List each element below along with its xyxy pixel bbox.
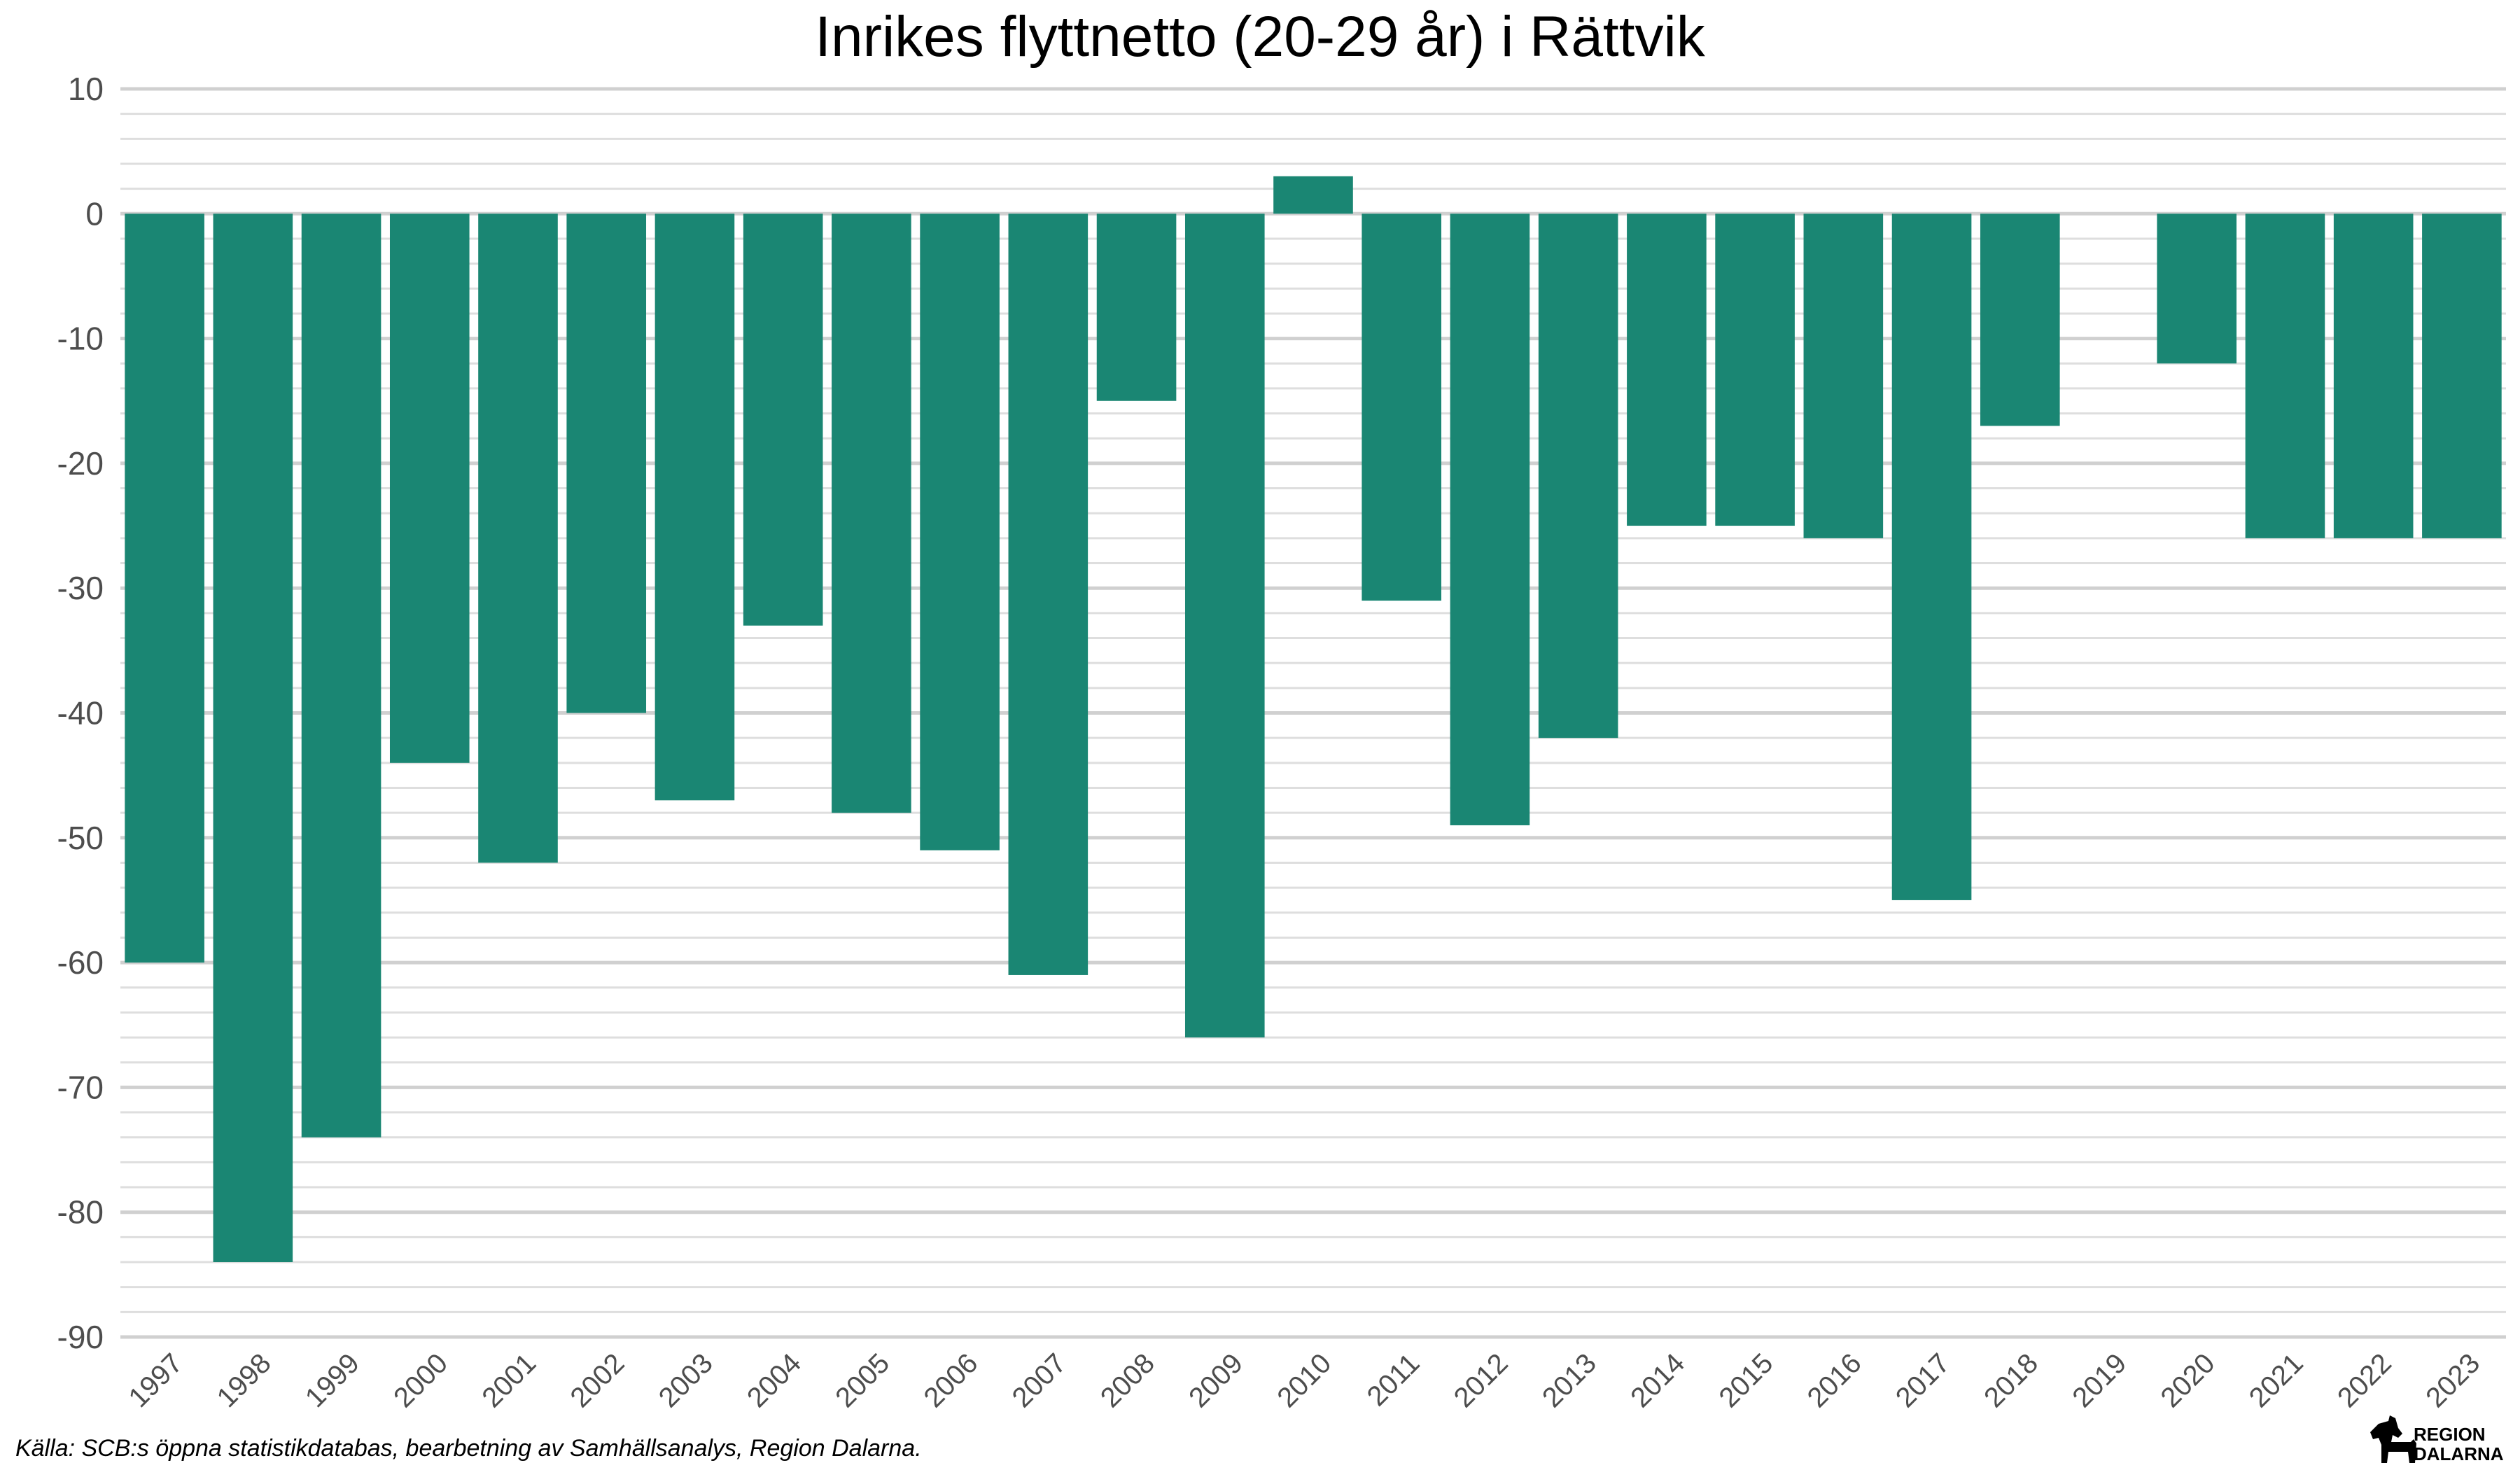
x-tick-label: 2020	[2155, 1348, 2221, 1413]
y-tick-label: -90	[57, 1319, 104, 1355]
bar-2008	[1096, 214, 1177, 401]
source-caption: Källa: SCB:s öppna statistikdatabas, bea…	[15, 1435, 922, 1462]
x-tick-label: 2010	[1271, 1348, 1337, 1413]
x-tick-label: 2003	[653, 1348, 719, 1413]
bar-2007	[1008, 214, 1088, 975]
x-tick-label: 2021	[2244, 1348, 2309, 1413]
y-tick-label: 10	[68, 71, 104, 107]
y-tick-label: -80	[57, 1194, 104, 1231]
x-tick-label: 2002	[565, 1348, 631, 1413]
bar-2021	[2245, 214, 2325, 538]
bar-2018	[1980, 214, 2060, 426]
x-tick-label: 2007	[1007, 1348, 1072, 1413]
x-tick-label: 2015	[1713, 1348, 1779, 1413]
chart-title: Inrikes flyttnetto (20-29 år) i Rättvik	[815, 5, 1705, 69]
bar-2012	[1450, 214, 1530, 825]
y-tick-label: -70	[57, 1069, 104, 1105]
logo-text-region: REGION	[2414, 1424, 2486, 1445]
y-axis-ticks: 10 0 -10 -20 -30 -40 -50 -60 -70 -80 -90	[57, 71, 104, 1355]
bar-2000	[389, 214, 470, 763]
bar-2010	[1273, 176, 1353, 214]
x-tick-label: 2019	[2066, 1348, 2132, 1413]
bar-2016	[1803, 214, 1884, 538]
x-tick-label: 2005	[830, 1348, 895, 1413]
bar-2002	[566, 214, 647, 713]
logo-text-dalarna: DALARNA	[2414, 1443, 2504, 1464]
x-tick-label: 2009	[1183, 1348, 1249, 1413]
y-tick-label: -60	[57, 944, 104, 981]
x-tick-label: 2012	[1448, 1348, 1514, 1413]
x-tick-label: 2022	[2332, 1348, 2398, 1413]
bar-2013	[1538, 214, 1618, 738]
x-tick-label: 2011	[1362, 1348, 1426, 1412]
bar-1999	[301, 214, 382, 1138]
region-dalarna-logo: REGION DALARNA	[2370, 1415, 2504, 1464]
x-tick-label: 2016	[1802, 1348, 1868, 1413]
bar-1998	[213, 214, 293, 1263]
bar-2022	[2333, 214, 2414, 538]
bar-2023	[2422, 214, 2502, 538]
y-tick-label: 0	[85, 195, 104, 232]
x-tick-label: 2014	[1625, 1348, 1690, 1413]
x-tick-label: 2008	[1095, 1348, 1161, 1413]
x-axis-ticks: 1997 1998 1999 2000 2001 2002 2003 2004 2005 2006…	[122, 1348, 2486, 1413]
bars	[125, 176, 2502, 1263]
bar-2014	[1627, 214, 1707, 526]
bar-2017	[1891, 214, 1972, 900]
x-tick-label: 2018	[1978, 1348, 2044, 1413]
x-tick-label: 2006	[918, 1348, 983, 1413]
x-tick-label: 2000	[388, 1348, 454, 1413]
bar-2011	[1362, 214, 1442, 601]
x-tick-label: 2004	[741, 1348, 807, 1413]
bar-2001	[478, 214, 558, 863]
bar-2005	[832, 214, 911, 813]
bar-2003	[654, 214, 735, 801]
bar-2020	[2157, 214, 2237, 364]
bar-1997	[125, 214, 204, 963]
x-tick-label: 2023	[2420, 1348, 2486, 1413]
dala-horse-icon	[2370, 1415, 2416, 1463]
y-tick-label: -50	[57, 820, 104, 856]
bar-2015	[1715, 214, 1795, 526]
x-tick-label: 1998	[211, 1348, 277, 1413]
gridlines	[120, 87, 2506, 1339]
y-tick-label: -20	[57, 445, 104, 482]
x-tick-label: 1997	[122, 1348, 188, 1413]
x-tick-label: 2001	[476, 1348, 542, 1413]
y-tick-label: -10	[57, 321, 104, 357]
x-tick-label: 1999	[300, 1348, 365, 1413]
y-tick-label: -40	[57, 695, 104, 732]
bar-2006	[920, 214, 1000, 850]
bar-2004	[743, 214, 823, 626]
x-tick-label: 2017	[1890, 1348, 1956, 1413]
bar-2009	[1184, 214, 1265, 1038]
x-tick-label: 2013	[1536, 1348, 1602, 1413]
y-tick-label: -30	[57, 570, 104, 606]
